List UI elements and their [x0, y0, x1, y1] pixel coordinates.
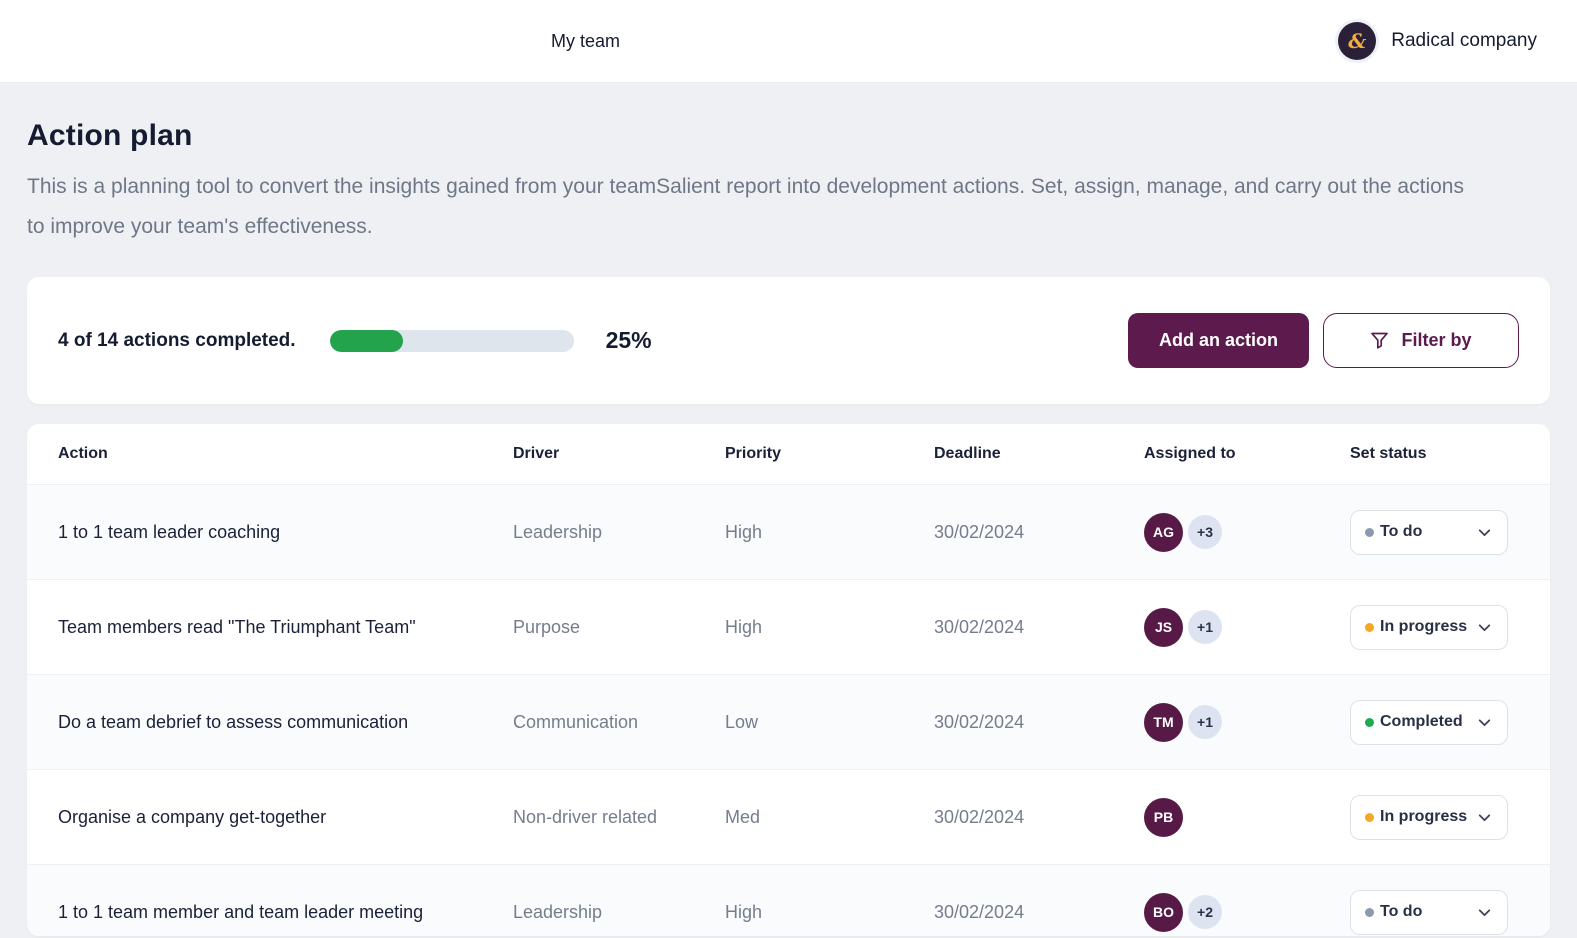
- filter-by-button[interactable]: Filter by: [1323, 313, 1519, 368]
- avatar[interactable]: AG: [1144, 513, 1183, 552]
- table-row: 1 to 1 team leader coaching Leadership H…: [27, 484, 1550, 579]
- assigned-to-cell: PB: [1144, 798, 1350, 837]
- column-header-driver: Driver: [513, 445, 725, 463]
- progress-percent: 25%: [606, 327, 652, 354]
- status-dropdown[interactable]: In progress: [1350, 795, 1508, 840]
- priority-cell: Low: [725, 712, 934, 733]
- table-row: 1 to 1 team member and team leader meeti…: [27, 864, 1550, 936]
- status-dot-icon: [1365, 623, 1374, 632]
- driver-cell: Non-driver related: [513, 807, 725, 828]
- driver-cell: Purpose: [513, 617, 725, 638]
- company-brand[interactable]: & Radical company: [1338, 22, 1537, 60]
- chevron-down-icon: [1476, 714, 1493, 731]
- top-navbar: My team & Radical company: [0, 0, 1577, 83]
- company-logo: &: [1338, 22, 1376, 60]
- assigned-to-cell: TM +1: [1144, 703, 1350, 742]
- deadline-cell: 30/02/2024: [934, 522, 1144, 543]
- driver-cell: Leadership: [513, 522, 725, 543]
- table-row: Do a team debrief to assess communicatio…: [27, 674, 1550, 769]
- deadline-cell: 30/02/2024: [934, 807, 1144, 828]
- progress-card: 4 of 14 actions completed. 25% Add an ac…: [27, 277, 1550, 404]
- action-cell: Do a team debrief to assess communicatio…: [58, 712, 513, 733]
- extra-assignees-badge[interactable]: +1: [1188, 705, 1222, 739]
- status-label: Completed: [1380, 713, 1463, 731]
- filter-funnel-icon: [1370, 331, 1389, 350]
- status-dropdown[interactable]: In progress: [1350, 605, 1508, 650]
- extra-assignees-badge[interactable]: +1: [1188, 610, 1222, 644]
- status-label: In progress: [1380, 808, 1467, 826]
- action-cell: 1 to 1 team leader coaching: [58, 522, 513, 543]
- driver-cell: Communication: [513, 712, 725, 733]
- avatar[interactable]: BO: [1144, 893, 1183, 932]
- deadline-cell: 30/02/2024: [934, 712, 1144, 733]
- action-cell: Team members read "The Triumphant Team": [58, 617, 513, 638]
- chevron-down-icon: [1476, 809, 1493, 826]
- assigned-to-cell: JS +1: [1144, 608, 1350, 647]
- company-name: Radical company: [1391, 30, 1537, 52]
- priority-cell: Med: [725, 807, 934, 828]
- action-cell: 1 to 1 team member and team leader meeti…: [58, 902, 513, 923]
- action-table: Action Driver Priority Deadline Assigned…: [27, 424, 1550, 936]
- column-header-deadline: Deadline: [934, 445, 1144, 463]
- column-header-set-status: Set status: [1350, 445, 1512, 463]
- status-dropdown[interactable]: To do: [1350, 890, 1508, 935]
- main-content: Action plan This is a planning tool to c…: [0, 83, 1577, 936]
- priority-cell: High: [725, 617, 934, 638]
- column-header-assigned-to: Assigned to: [1144, 445, 1350, 463]
- status-dot-icon: [1365, 813, 1374, 822]
- status-dot-icon: [1365, 528, 1374, 537]
- status-dropdown[interactable]: To do: [1350, 510, 1508, 555]
- status-dot-icon: [1365, 908, 1374, 917]
- status-label: To do: [1380, 903, 1422, 921]
- table-row: Team members read "The Triumphant Team" …: [27, 579, 1550, 674]
- deadline-cell: 30/02/2024: [934, 617, 1144, 638]
- table-header-row: Action Driver Priority Deadline Assigned…: [27, 424, 1550, 484]
- progress-bar-fill: [330, 330, 403, 352]
- status-label: To do: [1380, 523, 1422, 541]
- avatar[interactable]: TM: [1144, 703, 1183, 742]
- progress-bar: [330, 330, 574, 352]
- status-label: In progress: [1380, 618, 1467, 636]
- avatar[interactable]: PB: [1144, 798, 1183, 837]
- chevron-down-icon: [1476, 619, 1493, 636]
- table-row: Organise a company get-together Non-driv…: [27, 769, 1550, 864]
- ampersand-logo-icon: &: [1348, 31, 1366, 51]
- page-description: This is a planning tool to convert the i…: [27, 167, 1467, 247]
- assigned-to-cell: BO +2: [1144, 893, 1350, 932]
- deadline-cell: 30/02/2024: [934, 902, 1144, 923]
- chevron-down-icon: [1476, 524, 1493, 541]
- chevron-down-icon: [1476, 904, 1493, 921]
- priority-cell: High: [725, 902, 934, 923]
- driver-cell: Leadership: [513, 902, 725, 923]
- assigned-to-cell: AG +3: [1144, 513, 1350, 552]
- add-action-button[interactable]: Add an action: [1128, 313, 1309, 368]
- priority-cell: High: [725, 522, 934, 543]
- column-header-priority: Priority: [725, 445, 934, 463]
- column-header-action: Action: [58, 445, 513, 463]
- progress-label: 4 of 14 actions completed.: [58, 330, 296, 352]
- avatar[interactable]: JS: [1144, 608, 1183, 647]
- filter-by-label: Filter by: [1401, 330, 1471, 351]
- extra-assignees-badge[interactable]: +3: [1188, 515, 1222, 549]
- page-title: Action plan: [27, 119, 1550, 153]
- status-dot-icon: [1365, 718, 1374, 727]
- action-cell: Organise a company get-together: [58, 807, 513, 828]
- status-dropdown[interactable]: Completed: [1350, 700, 1508, 745]
- nav-item-my-team[interactable]: My team: [551, 31, 620, 52]
- toolbar: Add an action Filter by: [1128, 313, 1519, 368]
- extra-assignees-badge[interactable]: +2: [1188, 895, 1222, 929]
- table-body: 1 to 1 team leader coaching Leadership H…: [27, 484, 1550, 936]
